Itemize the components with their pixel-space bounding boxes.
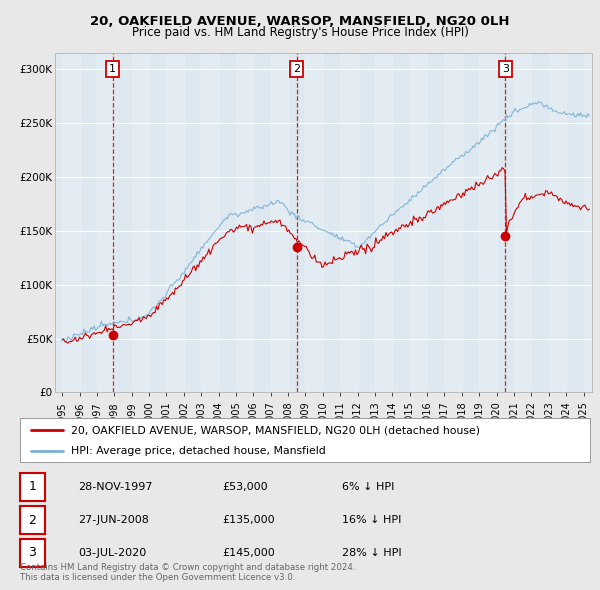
Bar — [62, 53, 80, 392]
Text: 16% ↓ HPI: 16% ↓ HPI — [342, 515, 401, 525]
Text: 1: 1 — [109, 64, 116, 74]
Bar — [305, 53, 323, 392]
Text: £145,000: £145,000 — [222, 548, 275, 558]
Text: 3: 3 — [502, 64, 509, 74]
Bar — [97, 53, 114, 392]
Bar — [514, 53, 532, 392]
Text: 2: 2 — [28, 513, 37, 526]
Text: HPI: Average price, detached house, Mansfield: HPI: Average price, detached house, Mans… — [71, 446, 326, 456]
Bar — [131, 53, 149, 392]
Text: 20, OAKFIELD AVENUE, WARSOP, MANSFIELD, NG20 0LH: 20, OAKFIELD AVENUE, WARSOP, MANSFIELD, … — [90, 15, 510, 28]
Bar — [236, 53, 253, 392]
Bar — [410, 53, 427, 392]
Bar — [340, 53, 358, 392]
Text: 1: 1 — [28, 480, 37, 493]
Bar — [271, 53, 288, 392]
Text: 2: 2 — [293, 64, 300, 74]
Text: £53,000: £53,000 — [222, 482, 268, 492]
Text: 27-JUN-2008: 27-JUN-2008 — [78, 515, 149, 525]
Bar — [549, 53, 566, 392]
Bar — [479, 53, 497, 392]
Text: 20, OAKFIELD AVENUE, WARSOP, MANSFIELD, NG20 0LH (detached house): 20, OAKFIELD AVENUE, WARSOP, MANSFIELD, … — [71, 425, 480, 435]
Bar — [166, 53, 184, 392]
Text: Price paid vs. HM Land Registry's House Price Index (HPI): Price paid vs. HM Land Registry's House … — [131, 26, 469, 39]
Text: Contains HM Land Registry data © Crown copyright and database right 2024.
This d: Contains HM Land Registry data © Crown c… — [20, 563, 355, 582]
Bar — [584, 53, 600, 392]
Text: £135,000: £135,000 — [222, 515, 275, 525]
Bar — [375, 53, 392, 392]
Text: 03-JUL-2020: 03-JUL-2020 — [78, 548, 146, 558]
Bar — [201, 53, 218, 392]
Text: 6% ↓ HPI: 6% ↓ HPI — [342, 482, 394, 492]
Bar — [445, 53, 462, 392]
Text: 28% ↓ HPI: 28% ↓ HPI — [342, 548, 401, 558]
Text: 3: 3 — [28, 546, 37, 559]
Text: 28-NOV-1997: 28-NOV-1997 — [78, 482, 152, 492]
